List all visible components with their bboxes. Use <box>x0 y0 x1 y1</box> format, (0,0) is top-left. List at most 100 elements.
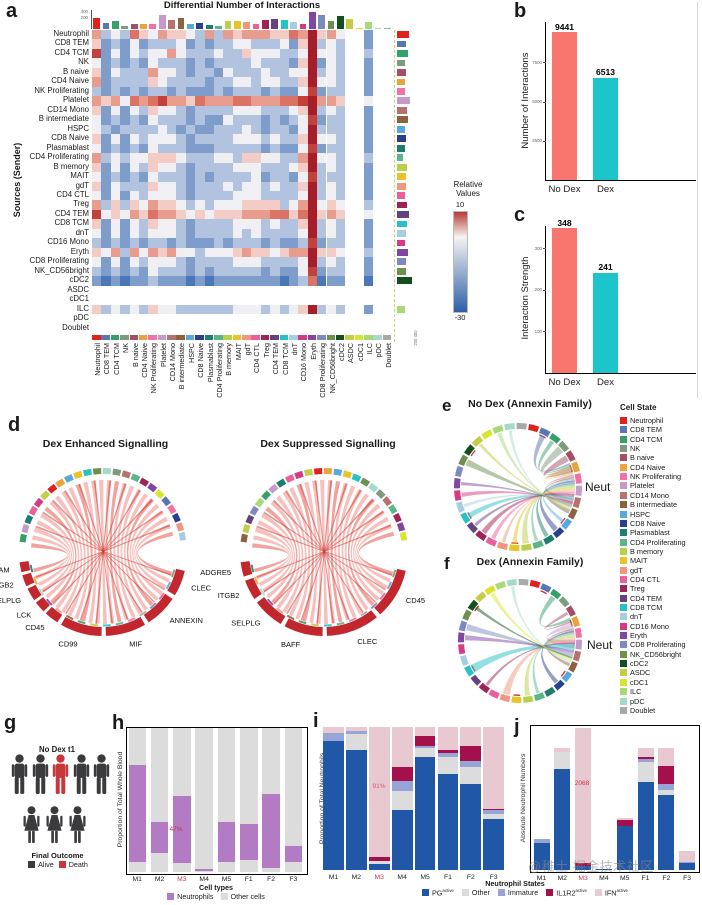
col-annotation-swatch <box>382 334 392 340</box>
cell-ring-segment <box>565 450 576 462</box>
heatmap-cell <box>195 153 205 163</box>
heatmap-cell <box>92 58 102 68</box>
signal-ribbon <box>44 506 77 604</box>
col-sum-bar <box>355 27 363 29</box>
heatmap-cell <box>176 86 186 97</box>
colbar-tick-200: 200 <box>80 14 88 20</box>
heatmap-cell <box>176 134 186 144</box>
cell-ring-segment <box>453 478 461 489</box>
ring-segment <box>382 496 392 507</box>
heatmap-cell <box>176 153 186 163</box>
h-legend-label: Other cells <box>230 892 265 901</box>
heatmap-cell <box>242 134 252 144</box>
person-female <box>21 806 42 846</box>
heatmap-cell <box>148 276 158 286</box>
heatmap-cell <box>148 30 158 40</box>
heatmap-cell <box>298 181 308 191</box>
heatmap-cell <box>364 209 374 220</box>
pathway-label: ITGB2 <box>218 591 240 600</box>
heatmap-cell <box>138 58 149 68</box>
row-sum-bar <box>397 249 409 256</box>
heatmap-cell <box>213 105 224 116</box>
signal-ribbon <box>276 495 304 613</box>
stacked-segment <box>460 727 482 746</box>
row-sum-bar <box>397 239 406 247</box>
heatmap-cell <box>223 115 233 125</box>
heatmap-cell <box>110 105 121 116</box>
heatmap-cell <box>223 276 233 286</box>
panel-d-letter: d <box>8 414 21 436</box>
col-sum-bar <box>205 24 213 29</box>
heatmap-cell <box>120 238 130 248</box>
heatmap-cell <box>223 67 233 78</box>
cell-ring-segment <box>575 485 583 496</box>
cell-ring-segment <box>528 424 540 433</box>
heatmap-cell <box>138 228 149 239</box>
signal-ribbon-thin <box>52 499 156 603</box>
heatmap-cell <box>298 58 308 68</box>
row-sum-bar <box>397 116 408 124</box>
heatmap-cell <box>364 105 374 116</box>
heatmap-cell <box>317 105 327 116</box>
heatmap-cell <box>92 105 102 116</box>
heatmap-cell <box>195 219 205 229</box>
state-superscript: active <box>442 888 454 893</box>
cell-ring-segment <box>466 521 478 534</box>
heatmap-cell <box>176 58 186 68</box>
heatmap-cell <box>260 105 271 116</box>
cell-state-swatch <box>620 585 627 593</box>
cell-ring-segment <box>471 435 484 447</box>
bar-neutrophils <box>150 821 169 854</box>
heatmap-cell <box>364 219 374 229</box>
heatmap-cell <box>223 181 233 191</box>
inner-track <box>298 620 307 625</box>
heatmap-cell <box>335 257 346 267</box>
ring-segment <box>21 523 30 534</box>
cell-ring-segment <box>572 497 581 509</box>
cell-state-label: CD8 TEM <box>630 425 662 435</box>
x-category-label: F3 <box>683 875 692 882</box>
pathway-label: CLEC <box>357 637 378 646</box>
cell-state-label: CD14 Mono <box>630 490 669 500</box>
row-sum-bar <box>397 258 407 266</box>
heatmap-cell <box>176 228 186 239</box>
heatmap-cell <box>157 266 168 277</box>
cell-state-label: cDC2 <box>630 659 649 669</box>
heatmap-cell <box>101 228 111 239</box>
signal-ribbon <box>61 490 86 617</box>
heatmap-cell <box>270 266 280 277</box>
ring-segment <box>130 473 141 483</box>
y-tick-mark <box>543 140 546 142</box>
heatmap-cell <box>213 124 224 135</box>
heatmap-cell <box>157 115 168 125</box>
heatmap-cell <box>167 304 177 315</box>
heatmap-cell <box>213 172 224 182</box>
heatmap-cell <box>317 181 327 191</box>
heatmap-cell <box>288 96 299 106</box>
heatmap-cell <box>138 209 149 220</box>
heatmap-cell <box>242 162 252 173</box>
heatmap-cell <box>307 209 318 220</box>
stacked-segment <box>391 727 413 768</box>
heatmap-cell <box>92 276 102 286</box>
heatmap-cell <box>317 153 327 163</box>
heatmap-cell <box>288 134 299 144</box>
heatmap-row-label: B intermediate <box>38 114 89 124</box>
heatmap-cell <box>129 257 139 267</box>
heatmap-cell <box>326 172 336 182</box>
bar-neutrophils <box>262 794 280 868</box>
heatmap-cell <box>242 219 252 229</box>
heatmap-cell <box>270 39 280 49</box>
heatmap-cell <box>120 86 130 97</box>
signal-ribbon-thin <box>263 511 386 591</box>
cell-flow-ribbon <box>470 644 575 673</box>
heatmap-cell <box>335 219 346 229</box>
outcome-swatch <box>28 861 36 868</box>
heatmap-cell <box>167 162 177 173</box>
pathway-arc <box>256 597 286 624</box>
heatmap-cell <box>101 67 111 78</box>
row-sum-bar <box>397 192 406 199</box>
heatmap-cell <box>185 30 196 40</box>
heatmap-cell <box>279 228 289 239</box>
